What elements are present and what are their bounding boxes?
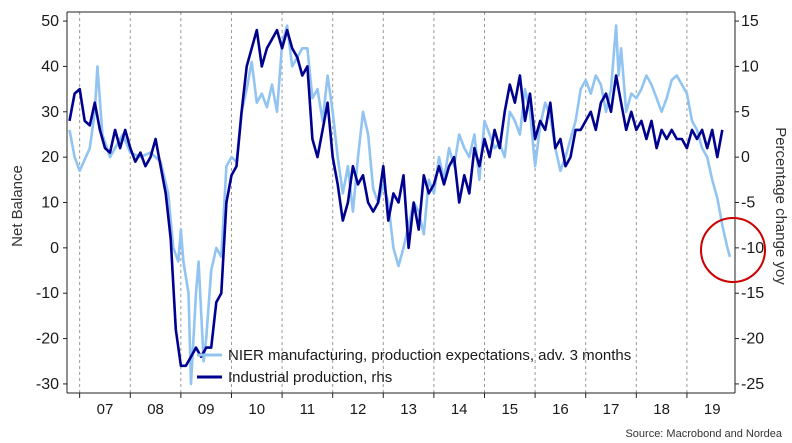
x-tick-label: 11 (300, 401, 316, 418)
left-tick-label: 0 (50, 240, 59, 257)
x-axis: 07 08 09 10 11 12 13 14 15 16 17 18 19 (79, 393, 721, 418)
legend-label: NIER manufacturing, production expectati… (228, 347, 631, 364)
x-tick-label: 15 (501, 401, 518, 418)
x-tick-label: 18 (653, 401, 670, 418)
right-tick-label: -10 (741, 240, 764, 257)
left-tick-label: -20 (36, 331, 59, 348)
right-y-axis-label: Percentage change yoy (772, 127, 789, 285)
left-tick-label: -10 (36, 285, 59, 302)
x-tick-label: 13 (400, 401, 417, 418)
legend: NIER manufacturing, production expectati… (197, 347, 631, 386)
source-note: Source: Macrobond and Nordea (625, 428, 782, 440)
left-y-axis-label: Net Balance (9, 165, 26, 247)
right-tick-label: 0 (741, 149, 750, 166)
left-tick-label: 30 (41, 104, 59, 121)
right-tick-label: -15 (741, 285, 764, 302)
highlight-circle (700, 217, 766, 283)
series-line-industrial-production (68, 28, 724, 368)
right-tick-label: -5 (741, 195, 755, 212)
left-tick-label: 20 (41, 149, 59, 166)
series-lines (68, 24, 732, 386)
left-tick-label: 50 (41, 13, 59, 30)
right-tick-label: -25 (741, 376, 764, 393)
left-tick-label: 40 (41, 58, 59, 75)
left-y-axis: 50 40 30 20 10 0 -10 -20 -30 (36, 13, 67, 393)
right-tick-label: -20 (741, 331, 764, 348)
legend-label: Industrial production, rhs (228, 369, 392, 386)
x-tick-label: 08 (147, 401, 164, 418)
x-tick-label: 09 (198, 401, 215, 418)
x-tick-label: 17 (603, 401, 620, 418)
right-tick-label: 5 (741, 104, 750, 121)
x-tick-label: 19 (704, 401, 721, 418)
x-tick-label: 16 (552, 401, 569, 418)
x-tick-label: 14 (451, 401, 468, 418)
left-tick-label: -30 (36, 376, 59, 393)
right-tick-label: 10 (741, 58, 759, 75)
x-tick-label: 10 (248, 401, 265, 418)
right-y-axis: 15 10 5 0 -5 -10 -15 -20 -25 (735, 13, 764, 393)
left-tick-label: 10 (41, 195, 59, 212)
x-tick-label: 07 (97, 401, 114, 418)
x-tick-label: 12 (350, 401, 367, 418)
right-tick-label: 15 (741, 13, 759, 30)
